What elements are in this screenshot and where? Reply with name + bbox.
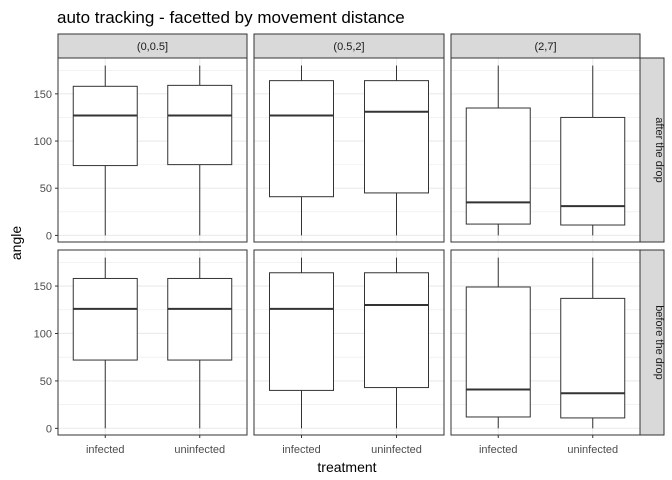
box-uninfected	[364, 257, 429, 429]
y-tick-label: 50	[40, 376, 52, 388]
box-iqr	[364, 272, 429, 389]
column-strip-label: (0,0.5]	[137, 41, 168, 53]
box-uninfected	[364, 65, 429, 236]
row-strip-label: after the drop	[653, 117, 665, 182]
panel-border	[57, 57, 248, 243]
y-tick-label: 150	[34, 89, 52, 101]
box-uninfected	[167, 257, 233, 429]
box-iqr	[560, 297, 626, 419]
column-strip-label: (0.5,2]	[333, 41, 364, 53]
facet-panel: infected uninfected	[450, 249, 641, 456]
y-tick-label: 100	[34, 328, 52, 340]
facet-panel: 0 50 100 150	[34, 57, 248, 243]
box-iqr	[560, 116, 626, 226]
y-tick-label: 0	[46, 230, 52, 242]
x-tick-label: infected	[479, 444, 518, 456]
row-strip-label: before the drop	[653, 305, 665, 380]
box-uninfected	[167, 65, 233, 236]
x-axis-title: treatment	[317, 459, 376, 475]
box-iqr	[465, 107, 531, 225]
y-tick-label: 100	[34, 136, 52, 148]
x-tick-label: uninfected	[174, 444, 225, 456]
row-strip	[639, 249, 665, 436]
facet-panel: 0 50 100 150 infected uninfected	[34, 249, 248, 456]
facet-panel	[253, 57, 445, 243]
box-uninfected	[560, 257, 626, 429]
column-strip	[57, 33, 248, 59]
facet-panels: (0,0.5] (0.5,2] (2,7] after the drop before …	[34, 33, 665, 456]
box-uninfected	[560, 65, 626, 236]
row-strip	[639, 57, 665, 243]
y-tick-label: 0	[46, 423, 52, 435]
box-iqr	[269, 272, 334, 391]
x-tick-label: infected	[86, 444, 125, 456]
box-infected	[72, 65, 138, 236]
box-iqr	[167, 277, 233, 361]
box-infected	[269, 65, 334, 236]
column-strip	[253, 33, 445, 59]
x-tick-label: infected	[282, 444, 321, 456]
box-iqr	[72, 85, 138, 167]
panel-border	[450, 57, 641, 243]
box-iqr	[364, 80, 429, 194]
x-tick-label: uninfected	[371, 444, 422, 456]
box-infected	[72, 257, 138, 429]
x-tick-label: uninfected	[567, 444, 618, 456]
chart-title: auto tracking - facetted by movement dis…	[57, 8, 405, 27]
panel-border	[57, 249, 248, 436]
box-iqr	[269, 80, 334, 198]
box-infected	[269, 257, 334, 429]
panel-border	[253, 249, 445, 436]
box-infected	[465, 65, 531, 236]
box-infected	[465, 257, 531, 429]
y-tick-label: 50	[40, 183, 52, 195]
panel-border	[450, 249, 641, 436]
y-tick-label: 150	[34, 281, 52, 293]
facet-panel	[450, 57, 641, 243]
panel-border	[253, 57, 445, 243]
column-strip-label: (2,7]	[534, 41, 556, 53]
box-iqr	[72, 277, 138, 361]
y-axis-title: angle	[8, 226, 24, 260]
box-iqr	[167, 84, 233, 166]
box-iqr	[465, 286, 531, 418]
facet-panel: infected uninfected	[253, 249, 445, 456]
